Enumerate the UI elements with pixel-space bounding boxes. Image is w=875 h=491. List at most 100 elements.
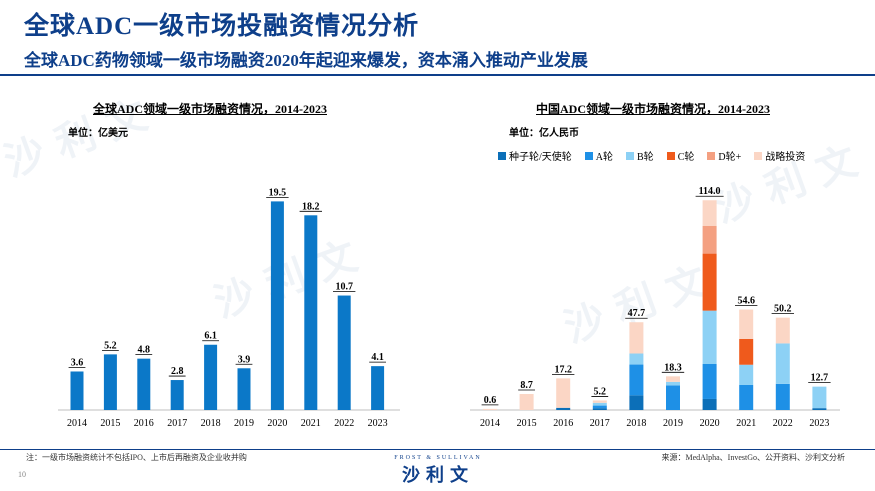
x-tick-label: 2022 [334,418,354,429]
china-chart-unit: 单位：亿人民币 [509,128,579,139]
china-stack-segment [739,384,754,410]
global-bar [204,344,218,410]
global-value-label: 19.5 [269,187,287,198]
china-stack-segment [666,385,680,410]
x-tick-label: 2019 [663,418,683,429]
china-stack-segment [629,364,644,396]
global-value-label: 4.8 [138,345,151,356]
x-tick-label: 2018 [201,418,221,429]
china-chart-title: 中国ADC领域一级市场融资情况，2014-2023 [536,102,770,116]
global-bar [170,380,184,410]
x-tick-label: 2023 [809,418,829,429]
legend-label: A轮 [595,152,614,163]
page-number: 10 [18,470,26,479]
legend-swatch [498,151,506,160]
china-total-label: 0.6 [484,395,497,406]
china-total-label: 114.0 [699,186,721,197]
x-tick-label: 2021 [736,418,756,429]
footer-divider [0,449,875,450]
china-stack-segment [592,408,607,410]
china-stack-segment [666,381,680,386]
global-value-label: 6.1 [204,331,217,342]
brand-logo-top: FROST & SULLIVAN [394,455,482,461]
global-bar [103,354,117,410]
china-stack-segment [775,383,790,410]
legend-label: 战略投资 [765,152,806,163]
x-tick-label: 2016 [134,418,154,429]
legend-item-seed: 种子轮/天使轮 [498,148,572,163]
x-tick-label: 2017 [167,418,187,429]
global-bar [337,295,351,410]
legend-swatch [754,151,763,160]
china-total-label: 47.7 [628,308,646,319]
china-stack-segment [592,405,607,409]
china-stack-segment [812,408,827,410]
legend-item-a-round: A轮 [584,148,614,163]
china-stack-segment [739,309,754,339]
china-stack-segment [519,393,534,410]
global-value-label: 3.6 [71,357,84,368]
legend-label: C轮 [677,152,695,163]
china-total-label: 18.3 [664,362,682,373]
legend-swatch [584,151,593,160]
china-stack-segment [592,400,607,403]
x-tick-label: 2015 [517,418,537,429]
china-stack-segment [702,200,717,226]
x-tick-label: 2023 [368,418,388,429]
global-value-label: 3.9 [238,354,251,365]
china-stack-segment [702,364,717,399]
x-tick-label: 2014 [67,418,87,429]
x-tick-label: 2016 [553,418,573,429]
header-divider [0,74,875,76]
global-bar [371,366,385,410]
china-stack-segment [702,226,717,254]
china-stack-segment [483,408,497,410]
legend-label: 种子轮/天使轮 [509,152,572,163]
legend-item-c-round: C轮 [666,148,695,163]
china-stack-segment [702,253,717,311]
x-tick-label: 2015 [100,418,120,429]
legend-item-strategic: 战略投资 [754,148,805,163]
x-tick-label: 2020 [267,418,287,429]
global-bar [70,371,84,410]
china-stack-segment [702,398,717,410]
china-stack-segment [739,364,754,385]
legend-item-d-round: D轮+ [707,148,741,163]
legend-label: D轮+ [718,152,742,163]
china-total-label: 8.7 [520,380,533,391]
china-total-label: 54.6 [737,296,755,307]
china-stack-segment [812,386,827,409]
china-stack-segment [556,407,571,410]
china-stack-segment [629,322,644,354]
global-value-label: 18.2 [302,201,320,212]
global-bar [137,358,151,410]
china-stack-segment [739,338,754,365]
legend-swatch [626,151,635,160]
global-bar [270,201,284,410]
china-stack-segment [629,353,644,365]
page-subtitle: 全球ADC药物领域一级市场融资2020年起迎来爆发，资本涌入推动产业发展 [24,51,588,70]
brand-logo-main: 沙利文 [402,465,474,485]
global-value-label: 4.1 [371,352,384,363]
china-stack-segment [775,343,790,384]
china-chart-legend: 种子轮/天使轮 A轮 B轮 C轮 D轮+ 战略投资 [498,148,805,163]
x-tick-label: 2020 [700,418,720,429]
x-tick-label: 2021 [301,418,321,429]
global-chart-unit: 单位：亿美元 [68,128,128,139]
china-stack-segment [702,310,717,364]
global-bar [304,215,318,410]
china-stack-segment [556,378,571,408]
china-total-label: 50.2 [774,304,792,315]
china-total-label: 5.2 [594,386,607,397]
global-bar [237,368,251,410]
china-stack-segment [629,395,644,410]
legend-item-b-round: B轮 [626,148,654,163]
global-value-label: 2.8 [171,366,184,377]
source-note: 来源：MedAlpha、InvestGo、公开资料、沙利文分析 [661,453,845,462]
legend-label: B轮 [637,152,654,163]
legend-swatch [666,151,675,160]
global-value-label: 10.7 [335,282,353,293]
china-total-label: 12.7 [811,373,829,384]
legend-swatch [707,151,716,160]
